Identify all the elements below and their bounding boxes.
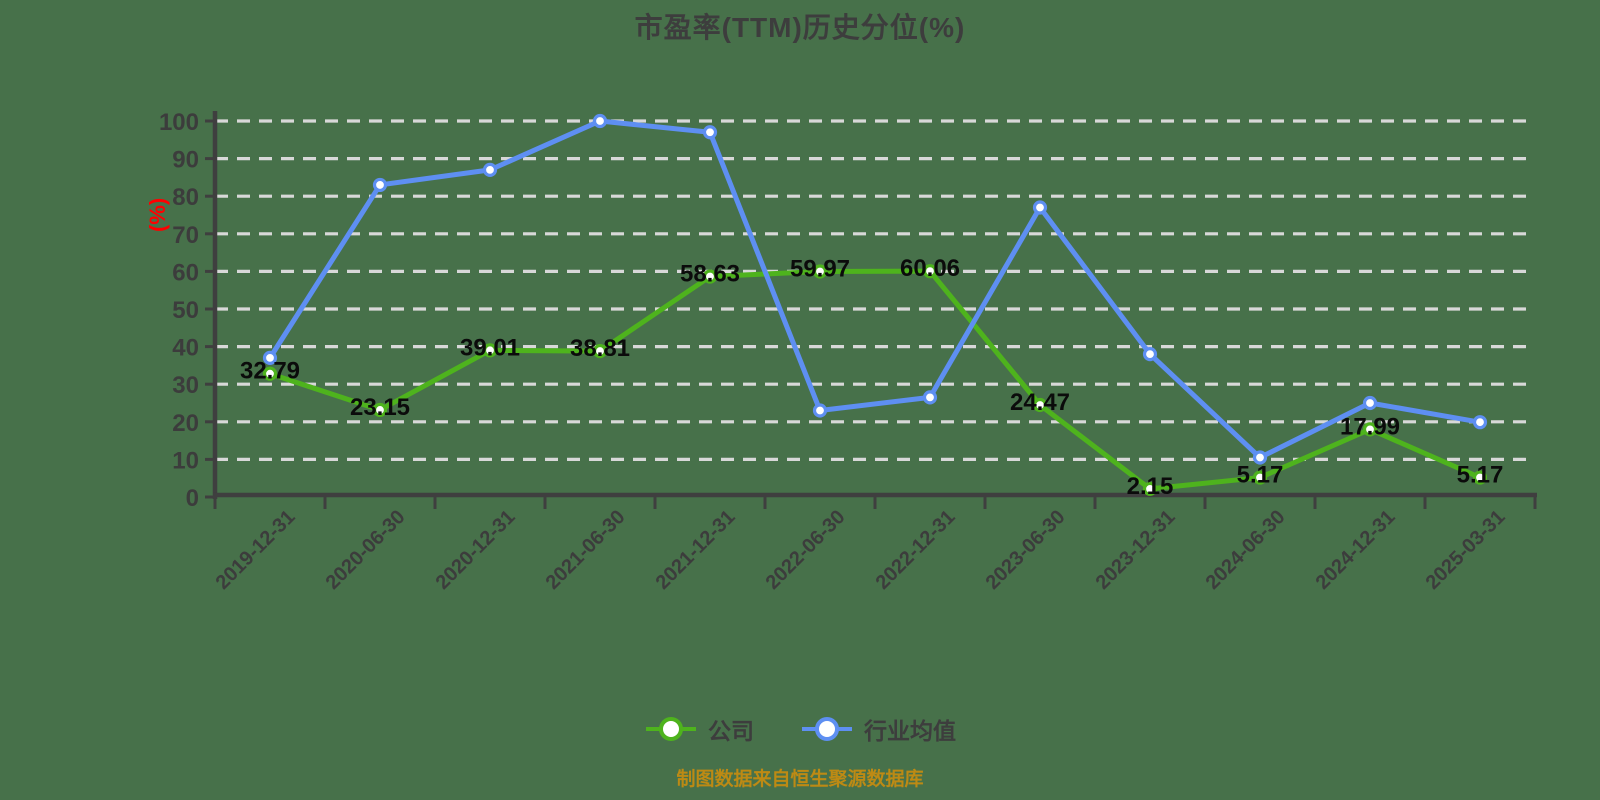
industry-data-point-marker — [1472, 415, 1488, 430]
value-label: 24.47 — [1010, 389, 1070, 416]
legend-item-company[interactable]: 公司 — [644, 712, 754, 746]
company-data-point-marker — [922, 264, 938, 279]
company-series-line — [267, 268, 1483, 492]
y-tick-label: 40 — [172, 335, 199, 362]
value-label: 59.97 — [790, 256, 850, 283]
value-label: 32.79 — [240, 358, 300, 385]
x-tick-label: 2024-06-30 — [1202, 506, 1290, 594]
company-data-point-marker — [482, 343, 498, 358]
value-label: 39.01 — [460, 334, 520, 361]
industry-data-point-marker — [1032, 200, 1048, 215]
x-tick-label: 2024-12-31 — [1312, 506, 1400, 594]
x-tick-label: 2021-06-30 — [542, 506, 630, 594]
industry-series-line — [267, 118, 1483, 461]
value-label: 5.17 — [1237, 462, 1284, 489]
value-label: 17.99 — [1340, 413, 1400, 440]
x-tick-label: 2021-12-31 — [652, 506, 740, 594]
industry-data-point-marker — [922, 390, 938, 405]
y-tick-label: 90 — [172, 147, 199, 174]
y-tick-label: 30 — [172, 372, 199, 399]
industry-data-point-marker — [812, 403, 828, 418]
company-data-point-marker — [1362, 422, 1378, 437]
industry-data-point-marker — [702, 125, 718, 140]
company-data-point-marker — [592, 343, 608, 359]
x-tick-label: 2022-06-30 — [762, 506, 850, 594]
industry-data-point-marker — [482, 162, 498, 177]
industry-data-point-marker — [592, 113, 608, 129]
y-tick-label: 70 — [172, 222, 199, 249]
x-tick-label: 2020-06-30 — [322, 506, 410, 594]
industry-data-point-marker — [1252, 450, 1268, 465]
value-label: 58.63 — [680, 261, 740, 288]
value-label: 60.06 — [900, 255, 960, 282]
company-data-point-marker — [1142, 481, 1158, 497]
x-tick-label: 2025-03-31 — [1422, 506, 1510, 594]
x-tick-label: 2019-12-31 — [212, 506, 300, 594]
chart-legend: 公司 行业均值 — [0, 712, 1600, 746]
y-tick-label: 20 — [172, 410, 199, 437]
value-label: 23.15 — [350, 394, 410, 421]
x-tick-label: 2023-12-31 — [1092, 506, 1180, 594]
industry-data-point-marker — [1362, 395, 1378, 411]
value-label: 2.15 — [1127, 473, 1174, 500]
company-data-point-marker — [262, 366, 278, 381]
industry-data-point-marker — [262, 350, 278, 365]
company-data-point-marker — [1472, 470, 1488, 485]
data-source-caption: 制图数据来自恒生聚源数据库 — [676, 769, 924, 790]
y-tick-label: 0 — [186, 485, 199, 512]
industry-line-marker-icon — [802, 717, 852, 741]
y-tick-label: 80 — [172, 184, 199, 211]
company-data-point-marker — [372, 402, 388, 418]
company-line-marker-icon — [646, 717, 696, 741]
legend-label-industry-average: 行业均值 — [864, 718, 956, 744]
chart-title: 市盈率(TTM)历史分位(%) — [634, 12, 966, 43]
industry-data-point-marker — [1142, 347, 1158, 362]
y-tick-label: 100 — [159, 109, 199, 136]
value-label: 38.81 — [570, 335, 630, 362]
x-tick-label: 2023-06-30 — [982, 506, 1070, 594]
y-tick-label: 50 — [172, 297, 199, 324]
y-axis-unit-label: (%) — [145, 198, 170, 232]
company-data-point-marker — [1032, 397, 1048, 413]
company-data-point-marker — [1252, 470, 1268, 485]
value-label: 5.17 — [1457, 462, 1504, 489]
industry-data-point-marker — [372, 177, 388, 193]
legend-label-company: 公司 — [708, 718, 754, 744]
x-tick-label: 2020-12-31 — [432, 506, 520, 594]
x-tick-label: 2022-12-31 — [872, 506, 960, 594]
company-data-point-marker — [812, 264, 828, 279]
y-tick-label: 10 — [172, 447, 199, 474]
legend-item-industry-average[interactable]: 行业均值 — [800, 712, 956, 746]
company-data-point-marker — [702, 269, 718, 284]
y-tick-label: 60 — [172, 259, 199, 286]
